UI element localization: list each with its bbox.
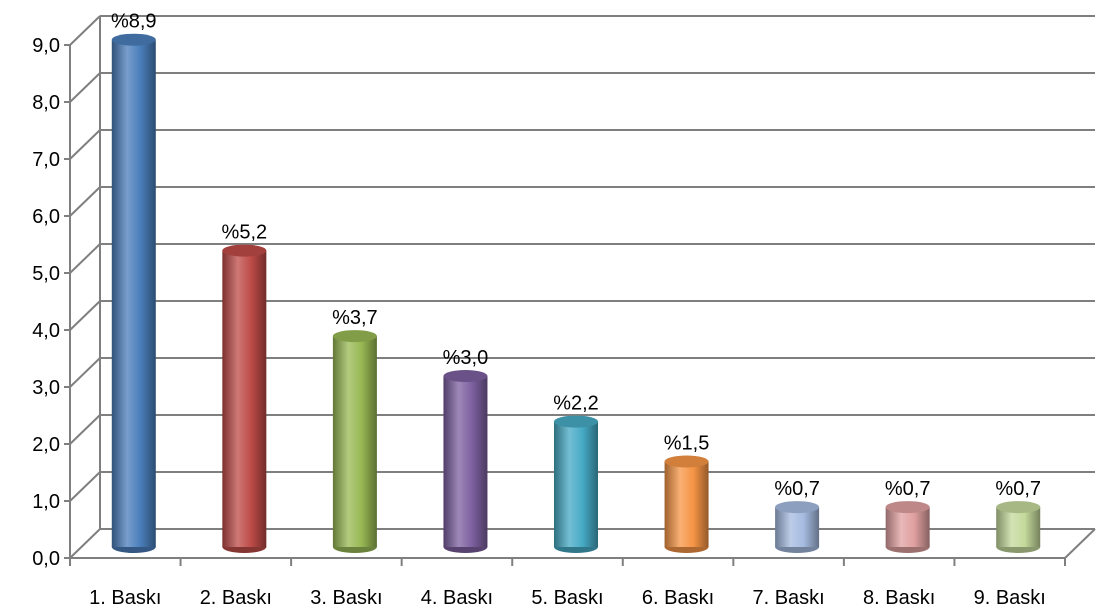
bar <box>885 501 930 553</box>
bar <box>111 33 156 553</box>
bar-top <box>222 244 267 257</box>
data-label: %0,7 <box>995 478 1041 500</box>
bar-top <box>332 330 377 343</box>
data-label: %3,7 <box>332 307 378 329</box>
y-tick-label: 8,0 <box>32 92 60 114</box>
x-tick-label: 7. Baskı <box>752 587 824 609</box>
x-tick-label: 9. Baskı <box>974 587 1046 609</box>
bar-body <box>443 376 488 547</box>
bar <box>664 455 709 553</box>
bar <box>554 415 598 553</box>
labels: 0,0 1,0 2,0 3,0 4,0 5,0 6,0 7,0 8,0 9,0 %8,9 1. Bas… <box>32 11 1046 609</box>
data-label: %5,2 <box>222 222 268 244</box>
gridline-depth <box>69 414 101 445</box>
data-label: %3,0 <box>443 347 489 369</box>
bar <box>996 501 1041 553</box>
bar-top <box>111 33 156 46</box>
bar-top <box>885 501 930 514</box>
bar-body <box>775 507 820 547</box>
gridline-depth <box>69 471 101 502</box>
data-label: %2,2 <box>553 393 599 415</box>
bar-top <box>775 501 820 514</box>
x-tick-label: 4. Baskı <box>421 587 493 609</box>
y-tick-label: 5,0 <box>32 263 60 285</box>
bar <box>775 501 820 553</box>
bar-body <box>332 336 377 547</box>
bars <box>111 33 1041 553</box>
bar <box>222 244 267 553</box>
bar-top <box>664 455 709 468</box>
y-tick-label: 0,0 <box>32 548 60 570</box>
gridline-depth <box>69 243 101 274</box>
x-tick-label: 8. Baskı <box>863 587 935 609</box>
y-tick-label: 2,0 <box>32 434 60 456</box>
gridline-depth <box>69 357 101 388</box>
y-tick-label: 9,0 <box>32 35 60 57</box>
y-tick-label: 3,0 <box>32 377 60 399</box>
gridline-depth <box>69 72 101 103</box>
y-tick-label: 6,0 <box>32 206 60 228</box>
bar-body <box>664 461 709 547</box>
data-label: %8,9 <box>111 11 157 33</box>
y-tick-label: 7,0 <box>32 149 60 171</box>
x-tick-label: 5. Baskı <box>531 587 603 609</box>
gridline-depth <box>69 129 101 160</box>
bar <box>332 330 377 553</box>
data-label: %0,7 <box>774 478 820 500</box>
bar-top <box>554 415 598 428</box>
x-tick-label: 1. Baskı <box>89 587 161 609</box>
x-tick-label: 3. Baskı <box>310 587 382 609</box>
bar-body <box>885 507 930 547</box>
data-label: %0,7 <box>885 478 931 500</box>
bar-body <box>996 507 1041 547</box>
gridline-depth <box>69 186 101 217</box>
bar <box>443 370 488 553</box>
gridline-depth <box>69 15 101 46</box>
x-tick-label: 6. Baskı <box>642 587 714 609</box>
bar-body <box>222 250 267 547</box>
data-label: %1,5 <box>664 433 710 455</box>
x-tick-label: 2. Baskı <box>200 587 272 609</box>
bar-top <box>443 370 488 382</box>
bar-top <box>996 501 1041 514</box>
gridline-depth <box>69 300 101 331</box>
y-tick-label: 4,0 <box>32 320 60 342</box>
bar-body <box>111 39 156 547</box>
floor-edge <box>1064 528 1096 559</box>
axes <box>64 16 1096 566</box>
y-tick-label: 1,0 <box>32 491 60 513</box>
gridline-depth <box>69 528 101 559</box>
bar-body <box>554 421 598 547</box>
